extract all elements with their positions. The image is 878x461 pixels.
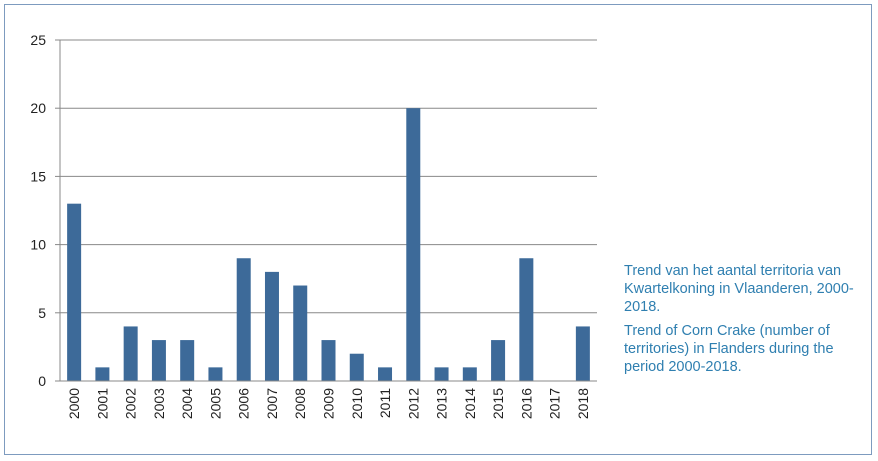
x-tick-label: 2001 — [94, 388, 110, 419]
bar-2005 — [208, 367, 223, 381]
caption-english: Trend of Corn Crake (number of territori… — [624, 323, 834, 375]
x-tick-label: 2015 — [490, 388, 506, 419]
bar-2013 — [434, 367, 449, 381]
bar-2012 — [406, 108, 421, 381]
x-tick-label: 2007 — [264, 388, 280, 419]
x-tick-label: 2008 — [292, 388, 308, 419]
bar-2008 — [293, 285, 308, 381]
bar-2001 — [95, 367, 110, 381]
x-tick-label: 2016 — [518, 388, 534, 419]
x-tick-label: 2018 — [575, 388, 591, 419]
gridlines — [55, 39, 597, 382]
caption-dutch: Trend van het aantal territoria van Kwar… — [624, 263, 854, 315]
x-tick-label: 2009 — [321, 388, 337, 419]
bar-2003 — [151, 340, 166, 381]
bar-2009 — [321, 340, 336, 381]
x-tick-label: 2003 — [151, 388, 167, 419]
bar-2000 — [67, 203, 82, 381]
y-tick-label: 0 — [38, 373, 46, 389]
bar-2004 — [180, 340, 195, 381]
y-tick-label: 5 — [38, 305, 46, 321]
bar-2006 — [236, 258, 251, 381]
y-tick-label: 25 — [30, 32, 46, 48]
bar-2007 — [264, 271, 279, 381]
y-tick-label: 10 — [30, 237, 46, 253]
x-tick-label: 2017 — [547, 388, 563, 419]
x-tick-label: 2005 — [207, 388, 223, 419]
x-tick-label: 2000 — [66, 388, 82, 419]
figure-caption: Trend van het aantal territoria van Kwar… — [624, 262, 869, 382]
x-tick-label: 2013 — [434, 388, 450, 419]
x-tick-label: 2002 — [123, 388, 139, 419]
bar-2018 — [575, 326, 590, 381]
bar-2010 — [349, 353, 364, 381]
bar-2002 — [123, 326, 138, 381]
x-tick-label: 2010 — [349, 388, 365, 419]
y-tick-labels: 0 5 10 15 20 25 — [30, 32, 46, 389]
x-tick-label: 2006 — [236, 388, 252, 419]
axes — [59, 40, 597, 382]
bar-2014 — [462, 367, 477, 381]
y-tick-label: 15 — [30, 168, 46, 184]
bar-2016 — [519, 258, 534, 381]
bar-2011 — [378, 367, 393, 381]
bars — [67, 108, 590, 381]
x-tick-label: 2012 — [405, 388, 421, 419]
bar-2015 — [491, 340, 506, 381]
x-tick-labels: 2000 2001 2002 2003 2004 2005 2006 2007 2008 2009… — [66, 388, 591, 419]
x-tick-label: 2011 — [377, 388, 393, 418]
y-tick-label: 20 — [30, 100, 46, 116]
x-tick-label: 2004 — [179, 388, 195, 419]
x-tick-label: 2014 — [462, 388, 478, 419]
